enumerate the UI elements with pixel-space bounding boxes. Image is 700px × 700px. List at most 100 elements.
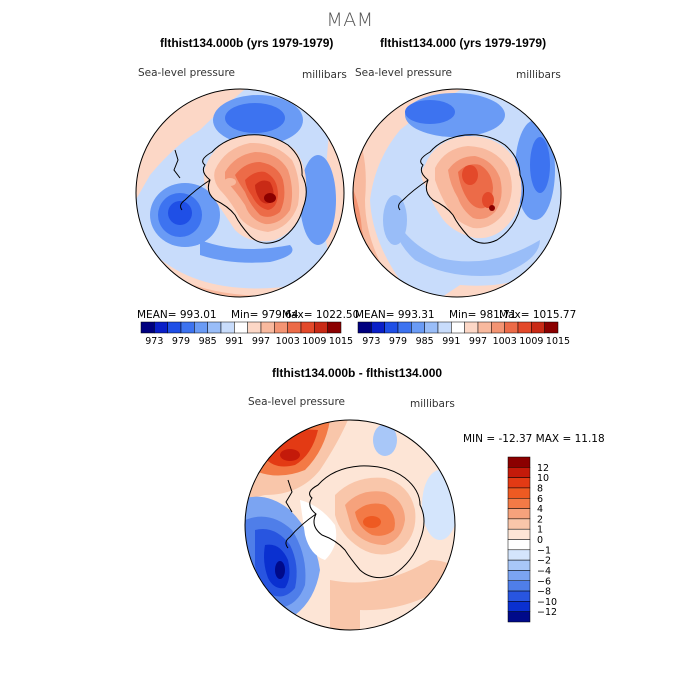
colorbar-1-swatch: [327, 321, 342, 334]
panel-1-mean: MEAN= 993.01: [137, 309, 217, 321]
colorbar-diff-tick-label: 1: [537, 525, 543, 536]
colorbar-2-tick-label: 991: [442, 336, 460, 347]
panel-1-units-label: millibars: [302, 69, 347, 81]
panel-2-variable-label: Sea-level pressure: [355, 67, 453, 79]
diff-units-label: millibars: [410, 398, 455, 410]
colorbar-1-swatch: [274, 321, 288, 334]
colorbar-diff-tick-label: 8: [537, 483, 543, 494]
colorbar-1-swatch: [167, 321, 182, 334]
panel-1-variable-label: Sea-level pressure: [138, 67, 236, 79]
colorbar-diff-swatch: [507, 487, 531, 499]
colorbar-diff-tick-label: 4: [537, 504, 543, 515]
colorbar-1-swatch: [180, 321, 195, 334]
colorbar-2-swatch: [477, 321, 492, 334]
colorbar-diff-tick-label: −10: [537, 597, 557, 608]
colorbar-1-swatch: [247, 321, 262, 334]
colorbar-diff-tick-label: 0: [537, 535, 543, 546]
colorbar-2-swatch: [517, 321, 532, 334]
colorbar-diff-swatch: [507, 611, 531, 623]
map-2-field: [353, 89, 561, 297]
colorbar-2-swatch: [544, 321, 559, 334]
map-1-field: [136, 89, 344, 297]
colorbar-2-swatch: [504, 321, 519, 334]
colorbar-2-swatch: [384, 321, 399, 334]
colorbar-diff-swatch: [507, 498, 531, 509]
colorbar-1-swatch: [220, 321, 235, 334]
colorbar-diff-tick-label: −6: [537, 576, 551, 587]
panel-2-max: Max= 1015.77: [499, 309, 577, 321]
colorbar-2-swatch: [371, 321, 385, 334]
colorbar-diff-swatch: [507, 549, 531, 561]
colorbar-2-swatch: [411, 321, 425, 334]
colorbar-1: 973 979 985 991 997 1003 1009 1015: [140, 321, 353, 347]
panel-1-min: Min= 979.64: [231, 309, 299, 321]
colorbar-1-swatch: [207, 321, 222, 334]
map-1-border: [135, 88, 345, 298]
diff-panel-title: flthist134.000b - flthist134.000: [272, 366, 443, 380]
season-title: MAM: [326, 9, 374, 31]
colorbar-diff-swatch: [507, 539, 531, 551]
colorbar-1-tick-label: 1015: [329, 336, 353, 347]
colorbar-2-swatch: [451, 321, 465, 334]
colorbar-diff-swatch: [507, 456, 531, 468]
panel-2-units-label: millibars: [516, 69, 561, 81]
colorbar-diff-tick-label: 2: [537, 514, 543, 525]
colorbar-diff-tick-label: −8: [537, 587, 551, 598]
map-2-border: [352, 88, 562, 298]
colorbar-diff-swatch: [507, 590, 531, 602]
colorbar-1-swatch: [287, 321, 302, 334]
colorbar-2-swatch: [531, 321, 545, 334]
colorbar-1-swatch: [234, 321, 248, 334]
colorbar-diff-swatch: [507, 580, 531, 592]
colorbar-2: 973 979 985 991 997 1003 1009 1015: [357, 321, 570, 347]
colorbar-2-swatch: [464, 321, 479, 334]
map-3-field: [245, 420, 455, 630]
colorbar-diff-swatch: [507, 528, 531, 540]
colorbar-diff-swatch: [507, 570, 531, 581]
colorbar-1-tick-label: 979: [172, 336, 190, 347]
colorbar-1-swatch: [194, 321, 208, 334]
colorbar-1-swatch: [314, 321, 328, 334]
colorbar-2-tick-label: 985: [416, 336, 434, 347]
colorbar-diff-tick-label: −4: [537, 566, 551, 577]
colorbar-2-swatch: [424, 321, 439, 334]
colorbar-diff-tick-label: 6: [537, 494, 543, 505]
colorbar-1-tick-label: 1003: [276, 336, 300, 347]
colorbar-diff-swatch: [507, 601, 531, 612]
colorbar-diff-swatch: [507, 467, 531, 478]
colorbar-2-swatch: [357, 321, 372, 334]
colorbar-2-tick-label: 973: [362, 336, 380, 347]
colorbar-2-tick-label: 1009: [519, 336, 543, 347]
colorbar-2-swatch: [397, 321, 412, 334]
colorbar-1-swatch: [154, 321, 168, 334]
colorbar-diff-tick-label: 12: [537, 463, 549, 474]
colorbar-diff-swatch: [507, 477, 531, 489]
colorbar-diff-swatch: [507, 508, 531, 520]
colorbar-2-tick-label: 997: [469, 336, 487, 347]
colorbar-diff-tick-label: −2: [537, 556, 551, 567]
diff-minmax: MIN = -12.37 MAX = 11.18: [463, 433, 605, 445]
panel-1-max: Max= 1022.50: [282, 309, 360, 321]
colorbar-1-tick-label: 997: [252, 336, 270, 347]
colorbar-2-swatch: [437, 321, 452, 334]
colorbar-1-swatch: [260, 321, 275, 334]
colorbar-1-tick-label: 985: [199, 336, 217, 347]
colorbar-diff-swatch: [507, 518, 531, 530]
colorbar-1-tick-label: 991: [225, 336, 243, 347]
colorbar-diff-tick-label: 10: [537, 473, 549, 484]
colorbar-1-tick-label: 973: [145, 336, 163, 347]
diff-variable-label: Sea-level pressure: [248, 396, 346, 408]
panel-2-mean: MEAN= 993.31: [355, 309, 435, 321]
map-3-border: [244, 419, 456, 631]
colorbar-2-tick-label: 1003: [493, 336, 517, 347]
panel-2-min: Min= 981.71: [449, 309, 517, 321]
colorbar-2-tick-label: 1015: [546, 336, 570, 347]
colorbar-1-tick-label: 1009: [302, 336, 326, 347]
colorbar-diff-tick-label: −1: [537, 545, 551, 556]
colorbar-2-tick-label: 979: [389, 336, 407, 347]
colorbar-2-swatch: [491, 321, 505, 334]
panel-1-title: flthist134.000b (yrs 1979-1979): [160, 36, 334, 50]
colorbar-1-swatch: [300, 321, 315, 334]
